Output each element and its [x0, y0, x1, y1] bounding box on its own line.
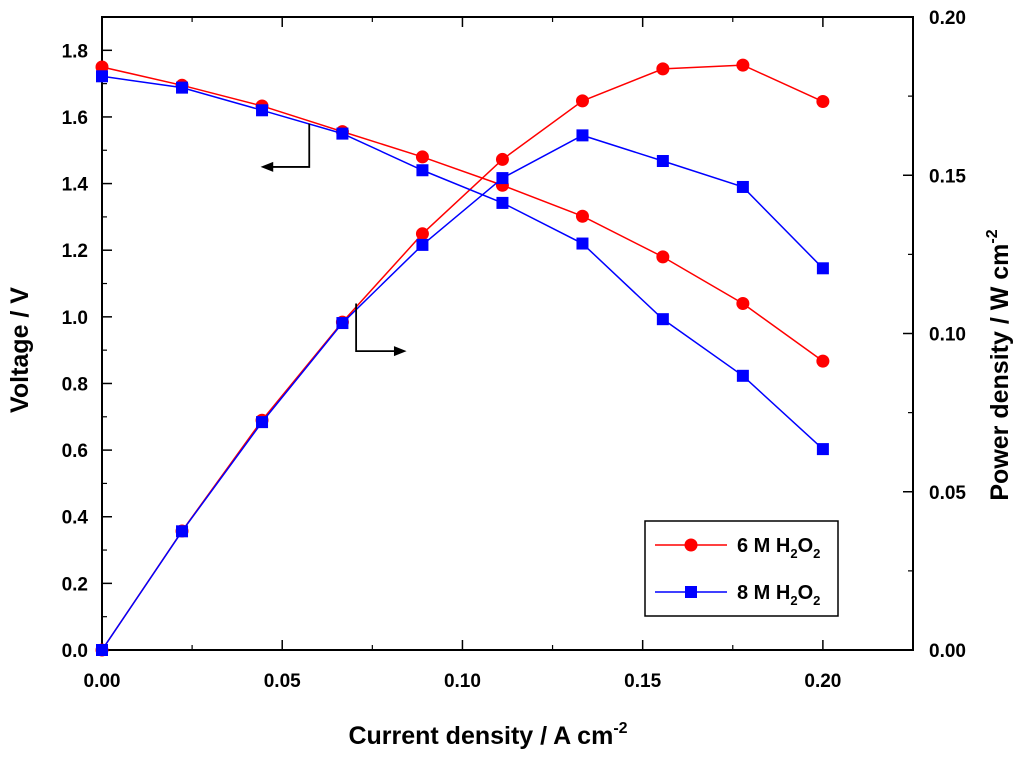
legend-label-6M: 6 M H2O2	[737, 535, 820, 561]
right-axis-arrow	[355, 303, 396, 353]
annotations	[260, 123, 407, 357]
series-layer	[95, 58, 830, 657]
power-point-6M	[656, 62, 670, 76]
y-right-axis-title: Power density / W cm-2	[984, 229, 1014, 500]
power-line-8M	[101, 134, 824, 651]
y-left-tick-label: 0.6	[62, 441, 88, 462]
voltage-point-8M	[176, 81, 189, 94]
y-left-tick-label: 1.8	[62, 41, 88, 62]
y-left-tick-label: 1.2	[62, 241, 88, 262]
y-right-tick-label: 0.20	[929, 8, 966, 29]
power-point-8M	[416, 238, 429, 251]
legend-item-6M: 6 M H2O2	[655, 535, 820, 561]
power-point-8M	[736, 180, 749, 193]
voltage-point-6M	[656, 250, 670, 264]
legend: 6 M H2O2 8 M H2O2	[644, 520, 839, 617]
power-point-6M	[816, 95, 830, 109]
power-point-8M	[816, 262, 829, 275]
power-point-8M	[256, 416, 269, 429]
voltage-point-8M	[656, 313, 669, 326]
voltage-point-8M	[496, 196, 509, 209]
voltage-line-6M	[101, 66, 824, 362]
y-left-tick-label: 0.4	[62, 508, 89, 529]
voltage-line-8M	[101, 75, 824, 450]
x-axis-title: Current density / A cm-2	[348, 720, 627, 750]
left-axis-arrowhead	[260, 161, 274, 172]
y-left-tick-label: 1.6	[62, 108, 88, 129]
legend-box	[644, 520, 839, 617]
y-right-tick-label: 0.00	[929, 641, 966, 662]
voltage-point-6M	[575, 209, 589, 223]
y-left-tick-label: 0.0	[62, 641, 88, 662]
legend-marker-6M	[684, 538, 698, 552]
voltage-point-8M	[736, 369, 749, 382]
power-point-6M	[575, 94, 589, 108]
right-axis-arrowhead	[393, 346, 407, 357]
power-point-8M	[496, 172, 509, 185]
y-left-tick-label: 1.4	[62, 175, 89, 196]
power-point-8M	[96, 644, 108, 656]
y-left-tick-label: 0.2	[62, 574, 88, 595]
voltage-point-8M	[336, 127, 349, 140]
y-right-tick-label: 0.05	[929, 483, 966, 504]
power-point-8M	[656, 155, 669, 168]
voltage-point-8M	[256, 104, 269, 117]
x-tick-label: 0.00	[84, 671, 121, 692]
y-left-axis-title: Voltage / V	[6, 287, 34, 413]
y-right-tick-label: 0.15	[929, 166, 966, 187]
x-tick-label: 0.10	[444, 671, 481, 692]
ticks: 0.00 0.05 0.10 0.15 0.20 0.0 0.2 0.4 0.6 0.8 1.0 1.…	[62, 8, 967, 692]
voltage-point-8M	[576, 237, 589, 250]
voltage-point-8M	[416, 164, 429, 177]
y-left-tick-label: 0.8	[62, 374, 88, 395]
voltage-point-8M	[816, 443, 829, 456]
voltage-point-6M	[816, 354, 830, 368]
voltage-point-6M	[95, 60, 109, 74]
power-point-8M	[176, 525, 189, 538]
legend-label-8M: 8 M H2O2	[737, 582, 820, 608]
power-point-6M	[415, 227, 429, 241]
power-point-8M	[576, 129, 589, 142]
voltage-point-6M	[736, 297, 750, 311]
x-tick-label: 0.15	[624, 671, 661, 692]
voltage-point-8M	[96, 70, 108, 83]
legend-marker-8M	[685, 586, 697, 598]
legend-item-8M: 8 M H2O2	[655, 582, 820, 608]
y-left-tick-label: 1.0	[62, 308, 88, 329]
power-point-6M	[736, 58, 750, 72]
power-point-8M	[336, 317, 349, 330]
left-axis-arrow	[271, 123, 311, 168]
power-point-6M	[495, 152, 509, 166]
y-right-tick-label: 0.10	[929, 325, 966, 346]
x-tick-label: 0.20	[804, 671, 841, 692]
x-tick-label: 0.05	[264, 671, 301, 692]
voltage-point-6M	[415, 150, 429, 164]
